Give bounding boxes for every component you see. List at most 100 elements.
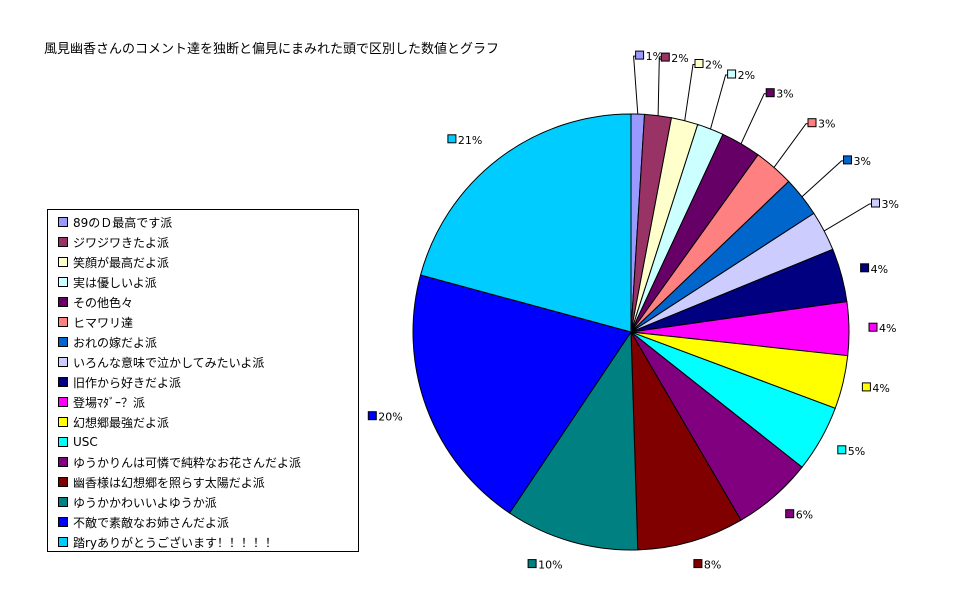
data-label: 20% (378, 411, 402, 424)
legend-item: 幻想郷最強だよ派 (58, 412, 358, 432)
legend-swatch (58, 357, 68, 367)
pie-slice (412, 274, 632, 514)
legend-label: USC (73, 435, 98, 449)
data-label-swatch (861, 382, 871, 392)
legend-item: 不敵で素敵なお姉さんだよ派 (58, 512, 358, 532)
data-labels: 1% 2% 2% 2% 3% 3% 3% 3% 4% 4% 4% 5% 6% 8% 10% 20% 21% (367, 50, 899, 572)
legend-swatch (58, 457, 68, 467)
data-label: 4% (879, 322, 896, 335)
data-label-swatch (871, 198, 880, 208)
data-label: 5% (848, 445, 865, 458)
leader-line (633, 55, 639, 115)
data-label-swatch (807, 118, 817, 128)
legend-item: 登場ﾏﾀﾞｰ？派 (58, 392, 358, 412)
legend-label: 89のＤ最高です派 (73, 215, 173, 230)
data-label: 10% (538, 559, 562, 572)
data-label-swatch (367, 411, 377, 421)
legend-swatch (58, 337, 68, 347)
legend-swatch (58, 497, 68, 507)
legend-label: 登場ﾏﾀﾞｰ？派 (73, 395, 146, 410)
data-label: 3% (818, 118, 835, 131)
legend-swatch (58, 237, 68, 247)
data-label-swatch (868, 322, 878, 332)
data-label: 1% (646, 50, 663, 63)
leader-line (657, 57, 662, 116)
legend-label: いろんな意味で泣かしてみたいよ派 (73, 355, 265, 370)
legend-swatch (58, 437, 68, 447)
data-label-swatch (785, 509, 795, 519)
legend-label: 踏ryありがとうございます！！！！！ (73, 535, 278, 550)
legend-label: 幽香様は幻想郷を照らす太陽だよ派 (73, 475, 265, 490)
legend-swatch (58, 537, 68, 547)
legend-swatch (58, 517, 68, 527)
leader-line (684, 64, 695, 121)
legend-item: ゆうかりんは可憐で純粋なお花さんだよ派 (58, 452, 358, 472)
data-label: 4% (872, 382, 889, 395)
legend-item: 89のＤ最高です派 (58, 212, 358, 232)
chart-title: 風見幽香さんのコメント達を独断と偏見にまみれた頭で区別した数値とグラフ (44, 42, 500, 57)
legend-item: 実は優しいよ派 (58, 272, 358, 292)
legend-item: おれの嫁だよ派 (58, 332, 358, 352)
data-label: 2% (738, 69, 755, 82)
legend-label: ゆうかかわいいよゆうか派 (73, 495, 217, 510)
legend-item: いろんな意味で泣かしてみたいよ派 (58, 352, 358, 372)
legend-item: ヒマワリ達 (58, 312, 358, 332)
legend-label: 笑顔が最高だよ派 (73, 255, 170, 270)
data-label-swatch (843, 155, 852, 165)
data-label: 21% (458, 134, 482, 147)
leader-line (801, 160, 844, 198)
legend-swatch (58, 377, 68, 387)
data-label-swatch (694, 59, 704, 68)
legend-item: 笑顔が最高だよ派 (58, 252, 358, 272)
data-label-swatch (447, 134, 457, 144)
data-label: 3% (882, 198, 899, 211)
data-label-swatch (860, 263, 870, 273)
data-label: 2% (671, 52, 688, 65)
pie-slice (630, 331, 742, 551)
data-label: 2% (705, 59, 722, 72)
pie-slice (508, 330, 639, 551)
data-label: 6% (796, 509, 813, 522)
legend-item: USC (58, 432, 358, 452)
legend-swatch (58, 297, 68, 307)
legend-item: 踏ryありがとうございます！！！！！ (58, 532, 358, 552)
legend-label: ジワジワきたよ派 (73, 235, 170, 250)
data-label-swatch (837, 445, 847, 455)
data-label: 8% (704, 559, 721, 572)
legend-swatch (58, 217, 68, 227)
legend-label: 不敵で素敵なお姉さんだよ派 (73, 515, 230, 530)
leader-line (823, 203, 872, 232)
data-label-swatch (727, 69, 737, 79)
legend-item: 旧作から好きだよ派 (58, 372, 358, 392)
legend-item: その他色々 (58, 292, 358, 312)
data-label: 3% (854, 155, 871, 168)
legend-item: ゆうかかわいいよゆうか派 (58, 492, 358, 512)
leader-lines (633, 55, 872, 232)
legend-label: おれの嫁だよ派 (73, 335, 158, 350)
legend-swatch (58, 257, 68, 267)
data-label-swatch (693, 559, 703, 569)
leader-line (773, 123, 808, 168)
data-label-swatch (635, 50, 645, 60)
legend-swatch (58, 277, 68, 287)
legend-label: その他色々 (73, 295, 134, 310)
data-label: 4% (871, 263, 888, 276)
legend: 89のＤ最高です派 ジワジワきたよ派 笑顔が最高だよ派 実は優しいよ派 その他色々ヒマワ… (47, 209, 359, 552)
pie-slice (419, 113, 632, 333)
legend-swatch (58, 317, 68, 327)
legend-swatch (58, 397, 68, 407)
legend-item: ジワジワきたよ派 (58, 232, 358, 252)
data-label-swatch (660, 52, 670, 62)
leader-line (710, 74, 728, 130)
legend-label: 実は優しいよ派 (73, 275, 157, 290)
legend-label: ヒマワリ達 (73, 315, 134, 330)
pie-slices (412, 113, 850, 551)
legend-swatch (58, 477, 68, 487)
legend-swatch (58, 417, 68, 427)
legend-label: 旧作から好きだよ派 (73, 375, 182, 390)
legend-label: 幻想郷最強だよ派 (73, 415, 170, 430)
legend-label: ゆうかりんは可憐で純粋なお花さんだよ派 (73, 455, 302, 470)
data-label: 3% (776, 88, 793, 101)
legend-item: 幽香様は幻想郷を照らす太陽だよ派 (58, 472, 358, 492)
